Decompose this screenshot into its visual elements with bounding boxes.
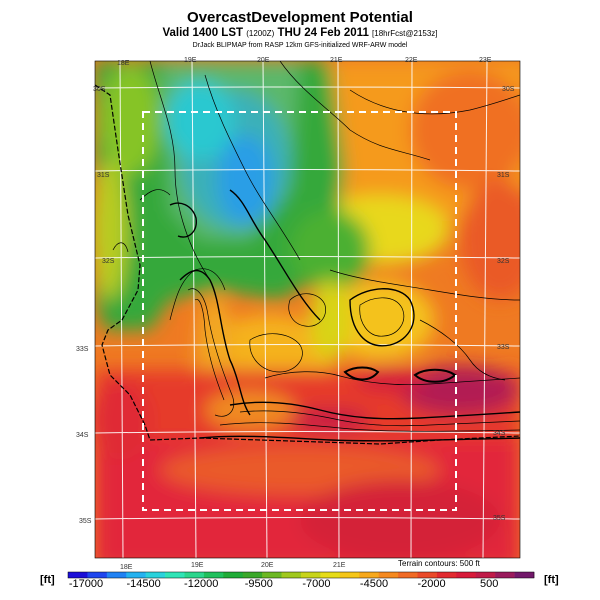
colorbar-swatch <box>281 572 302 578</box>
colorbar-swatch <box>436 572 457 578</box>
colorbar-swatch <box>339 572 360 578</box>
colorbar-label: -14500 <box>126 578 161 590</box>
colorbar-swatch <box>398 572 418 578</box>
lat-label-left: 32S <box>102 258 115 265</box>
colorbar-swatch <box>417 572 438 578</box>
lat-label-right: 32S <box>497 258 510 265</box>
colorbar-label: -7000 <box>302 578 331 590</box>
colorbar-swatch <box>145 572 166 578</box>
lon-label-bottom: 20E <box>261 562 274 569</box>
lon-label-bottom: 18E <box>120 564 133 571</box>
valid-date: THU 24 Feb 2011 <box>277 27 369 39</box>
colorbar-label: -17000 <box>68 578 104 590</box>
colorbar-label: -4500 <box>359 578 389 590</box>
colorbar-label: -9500 <box>244 578 273 590</box>
domain-box <box>142 111 457 511</box>
colorbar-swatch <box>126 572 146 578</box>
valid-suffix: [18hrFcst@2153z] <box>372 29 438 38</box>
terrain-contour-note: Terrain contours: 500 ft <box>398 559 480 568</box>
lon-label-top: 21E <box>330 57 343 64</box>
lat-label-right: 30S <box>502 86 515 93</box>
lat-label-left: 35S <box>79 518 92 525</box>
lon-label-bottom: 21E <box>333 562 346 569</box>
colorbar-swatch <box>203 572 224 578</box>
lat-label-left: 30S <box>93 86 106 93</box>
valid-code: (1200Z) <box>246 29 275 38</box>
colorbar-swatch <box>378 572 399 578</box>
colorbar-swatch <box>223 572 244 578</box>
lon-label-bottom: 19E <box>191 562 204 569</box>
lon-label-top: 19E <box>184 57 197 64</box>
overcast-field <box>95 61 520 558</box>
colorbar-swatch <box>87 572 108 578</box>
colorbar-swatch <box>106 572 127 578</box>
valid-time: Valid 1400 LST (1200Z) THU 24 Feb 2011 [… <box>0 27 600 39</box>
colorbar-swatch <box>456 572 477 578</box>
colorbar-swatch <box>301 572 321 578</box>
lon-label-top: 18E <box>117 60 130 67</box>
colorbar-swatch <box>165 572 185 578</box>
lat-label-right: 35S <box>493 515 506 522</box>
colorbar <box>67 571 535 579</box>
colorbar-swatch <box>262 572 282 578</box>
lat-label-right: 33S <box>497 344 510 351</box>
colorbar-unit-right: [ft] <box>544 574 559 586</box>
colorbar-swatch <box>359 572 379 578</box>
lon-label-top: 22E <box>405 57 418 64</box>
lat-label-right: 34S <box>493 430 506 437</box>
colorbar-label: -12000 <box>184 578 219 590</box>
lat-label-left: 34S <box>76 432 89 439</box>
colorbar-swatch <box>68 572 88 578</box>
terrain-contours <box>112 61 520 442</box>
lon-label-top: 23E <box>479 57 492 64</box>
lon-label-top: 20E <box>257 57 270 64</box>
colorbar-unit-left: [ft] <box>40 574 55 586</box>
graticule <box>95 61 520 558</box>
lat-label-left: 33S <box>76 346 89 353</box>
lat-label-right: 31S <box>497 172 510 179</box>
valid-main: Valid 1400 LST <box>162 27 244 39</box>
colorbar-swatch <box>475 572 496 578</box>
coastline <box>95 84 520 445</box>
colorbar-swatch <box>495 572 515 578</box>
model-credit: DrJack BLIPMAP from RASP 12km GFS-initia… <box>192 42 408 49</box>
colorbar-label: 500 <box>480 578 499 590</box>
colorbar-swatch <box>242 572 263 578</box>
lat-label-left: 31S <box>97 172 110 179</box>
colorbar-swatch <box>514 572 535 578</box>
colorbar-swatch <box>184 572 205 578</box>
map-title: OvercastDevelopment Potential <box>187 9 413 26</box>
colorbar-label: -2000 <box>417 578 446 590</box>
colorbar-swatch <box>320 572 341 578</box>
